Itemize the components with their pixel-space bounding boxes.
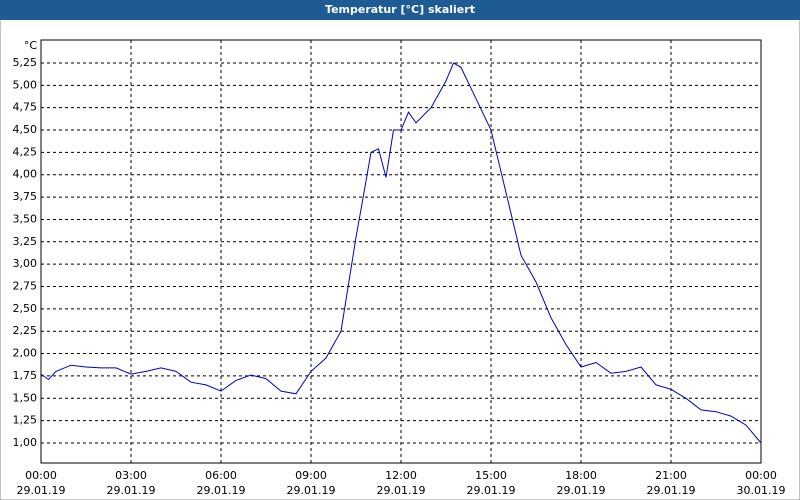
x-tick-label: 18:00 — [565, 469, 597, 482]
y-tick-label: 4,75 — [13, 101, 38, 114]
x-tick-label: 06:00 — [205, 469, 237, 482]
x-tick-label: 03:00 — [115, 469, 147, 482]
y-axis-label: °C — [24, 39, 38, 52]
y-tick-label: 2,00 — [13, 347, 38, 360]
y-tick-label: 5,25 — [13, 56, 38, 69]
y-tick-label: 4,50 — [13, 123, 38, 136]
y-tick-label: 3,00 — [13, 257, 38, 270]
x-tick-date: 29.01.19 — [197, 484, 246, 497]
x-tick-date: 29.01.19 — [287, 484, 336, 497]
x-tick-label: 00:00 — [25, 469, 57, 482]
plot-frame — [40, 39, 762, 464]
y-tick-label: 2,50 — [13, 302, 38, 315]
y-tick-label: 1,25 — [13, 414, 38, 427]
x-tick-label: 15:00 — [475, 469, 507, 482]
x-tick-date: 30.01.19 — [737, 484, 786, 497]
x-tick-label: 21:00 — [655, 469, 687, 482]
x-tick-date: 29.01.19 — [17, 484, 66, 497]
y-tick-label: 2,75 — [13, 280, 38, 293]
x-tick-date: 29.01.19 — [377, 484, 426, 497]
y-tick-label: 1,50 — [13, 391, 38, 404]
x-tick-date: 29.01.19 — [107, 484, 156, 497]
x-tick-label: 09:00 — [295, 469, 327, 482]
x-tick-label: 00:00 — [745, 469, 777, 482]
y-tick-label: 3,25 — [13, 235, 38, 248]
y-tick-label: 5,00 — [13, 78, 38, 91]
y-tick-label: 1,75 — [13, 369, 38, 382]
chart-title: Temperatur [°C] skaliert — [325, 3, 475, 16]
y-tick-label: 2,25 — [13, 324, 38, 337]
x-tick-label: 12:00 — [385, 469, 417, 482]
y-tick-label: 3,75 — [13, 190, 38, 203]
line-series — [40, 62, 762, 444]
y-tick-label: 4,25 — [13, 145, 38, 158]
x-tick-date: 29.01.19 — [557, 484, 606, 497]
x-tick-date: 29.01.19 — [467, 484, 516, 497]
y-tick-label: 3,50 — [13, 212, 38, 225]
y-tick-label: 1,00 — [13, 436, 38, 449]
y-tick-label: 4,00 — [13, 168, 38, 181]
title-bar — [0, 0, 800, 20]
x-tick-date: 29.01.19 — [647, 484, 696, 497]
